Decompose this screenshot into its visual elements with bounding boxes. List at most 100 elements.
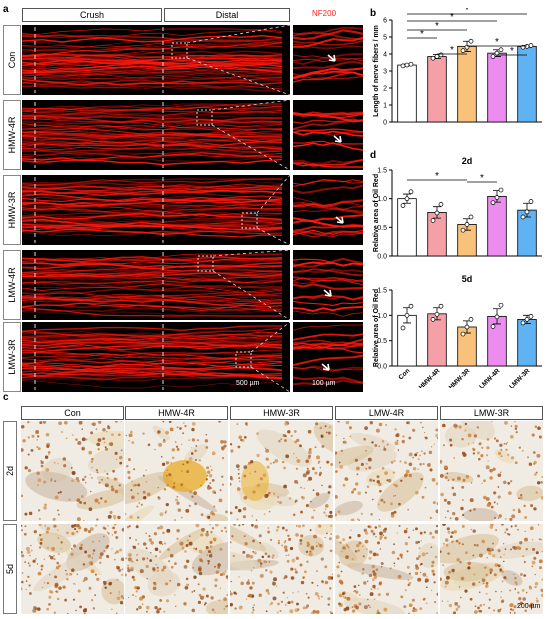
data-point xyxy=(438,52,444,58)
data-point xyxy=(408,61,414,67)
bar-lmw-4r xyxy=(487,52,507,123)
col-header-distal: Distal xyxy=(164,8,290,22)
significance-star: * xyxy=(495,37,499,48)
oil-red-stain-image xyxy=(440,524,543,614)
y-tick-label: 5 xyxy=(383,35,387,42)
bar-hmw-4r xyxy=(427,212,447,257)
y-tick-label: 4 xyxy=(383,52,387,59)
x-tick-label: LMW-3R xyxy=(508,367,531,388)
data-point xyxy=(528,199,534,204)
y-axis-label: Relative area of Oil Red xyxy=(373,289,380,367)
data-point xyxy=(438,202,444,207)
panel-c-col-header: Con xyxy=(21,406,124,420)
y-tick-label: 0.5 xyxy=(377,338,387,345)
oil-red-stain-image xyxy=(21,421,124,521)
oil-red-stain-image xyxy=(21,524,124,614)
x-tick-label: HMW-3R xyxy=(448,367,472,388)
data-point xyxy=(528,43,534,48)
significance-star: * xyxy=(450,12,454,23)
data-point xyxy=(468,317,474,322)
data-point xyxy=(400,203,406,208)
panel-c-label: c xyxy=(3,392,9,403)
y-tick-label: 2 xyxy=(383,86,387,93)
panel-c-col-header: LMW-4R xyxy=(335,406,438,420)
nerve-longitudinal-image xyxy=(22,175,290,245)
significance-star: * xyxy=(450,45,454,56)
y-axis-label: Length of nerve fibers / mm xyxy=(373,25,380,117)
nf200-inset-image xyxy=(293,250,363,320)
significance-star: * xyxy=(465,8,469,16)
y-tick-label: 6 xyxy=(383,18,387,25)
data-point xyxy=(400,63,406,69)
data-point xyxy=(468,38,474,44)
nf200-inset-image xyxy=(293,322,363,392)
oil-red-stain-image xyxy=(125,421,228,521)
data-point xyxy=(404,312,410,318)
bar-hmw-3r xyxy=(457,45,477,123)
oil-red-stain-image xyxy=(230,524,333,614)
data-point xyxy=(524,317,530,322)
data-point xyxy=(430,55,436,61)
row-label-hmw-3r: HMW-3R xyxy=(3,175,21,245)
nf200-inset-image xyxy=(293,25,363,95)
x-tick-label: HMW-4R xyxy=(418,367,442,388)
data-point xyxy=(460,48,466,53)
data-point xyxy=(460,227,466,233)
x-tick-label: Con xyxy=(398,367,412,381)
data-point xyxy=(460,331,466,337)
y-tick-label: 0.5 xyxy=(377,225,387,232)
bar-hmw-4r xyxy=(427,313,447,367)
nerve-longitudinal-image xyxy=(22,100,290,170)
y-axis-label: Relative area of Oil Red xyxy=(373,174,380,252)
data-point xyxy=(498,302,504,308)
y-tick-label: 1.0 xyxy=(377,196,387,203)
data-point xyxy=(430,218,436,223)
nerve-longitudinal-image xyxy=(22,322,290,392)
data-point xyxy=(490,324,496,329)
data-point xyxy=(408,189,414,195)
data-point xyxy=(524,209,530,215)
data-point xyxy=(404,196,410,202)
panel-d-label: d xyxy=(370,150,377,161)
data-point xyxy=(438,303,444,309)
y-tick-label: 1.5 xyxy=(377,168,387,175)
oil-red-stain-image xyxy=(335,524,438,614)
data-point xyxy=(494,314,500,320)
y-tick-label: 1.5 xyxy=(377,288,387,295)
data-point xyxy=(498,47,504,53)
data-point xyxy=(430,317,436,322)
scale-bar-inset: 100 µm xyxy=(312,380,336,387)
data-point xyxy=(520,214,526,220)
y-tick-label: 3 xyxy=(383,69,387,76)
data-point xyxy=(464,324,470,330)
oil-red-stain-image xyxy=(125,524,228,614)
y-tick-label: 0 xyxy=(383,120,387,127)
bar-lmw-3r xyxy=(517,318,537,367)
data-point xyxy=(464,222,470,227)
bar-lmw-4r xyxy=(487,195,507,257)
data-point xyxy=(528,313,534,319)
bar-con xyxy=(397,64,417,123)
significance-star: * xyxy=(510,46,514,57)
chart-title: 2d xyxy=(462,156,473,166)
data-point xyxy=(468,214,474,220)
oil-red-stain-image xyxy=(335,421,438,521)
data-point xyxy=(400,325,406,331)
row-label-con: Con xyxy=(3,25,21,95)
y-tick-label: 1.0 xyxy=(377,313,387,320)
panel-c-row-label-5d: 5d xyxy=(3,524,17,614)
chart-title: 5d xyxy=(462,274,473,284)
nerve-longitudinal-image xyxy=(22,250,290,320)
data-point xyxy=(494,50,500,56)
significance-star: * xyxy=(435,21,439,32)
panel-b-label: b xyxy=(370,8,377,19)
panel-c-row-label-2d: 2d xyxy=(3,421,17,521)
data-point xyxy=(494,195,500,200)
row-label-hmw-4r: HMW-4R xyxy=(3,100,21,170)
y-tick-label: 0.0 xyxy=(377,364,387,371)
significance-star: * xyxy=(420,29,424,40)
data-point xyxy=(490,200,496,206)
